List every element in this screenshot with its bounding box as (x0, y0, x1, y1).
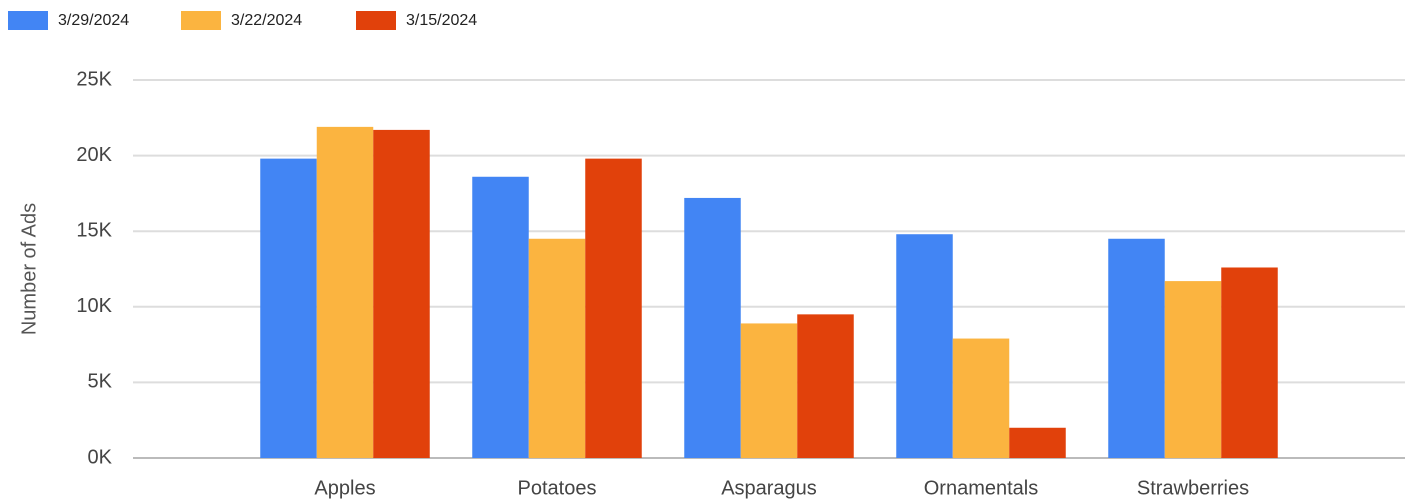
y-tick-label: 20K (76, 144, 112, 166)
bar (797, 314, 854, 458)
bar (528, 238, 586, 458)
bar (1221, 267, 1278, 458)
bar (952, 338, 1010, 458)
bar (896, 234, 953, 458)
legend-label: 3/22/2024 (231, 12, 302, 29)
y-tick-label: 5K (88, 371, 113, 393)
x-tick-label: Potatoes (518, 477, 597, 499)
bar (316, 126, 374, 458)
x-tick-label: Asparagus (721, 477, 817, 499)
y-tick-label: 15K (76, 219, 112, 241)
bar (1108, 238, 1165, 458)
legend-swatch (356, 11, 396, 30)
bar (684, 197, 741, 458)
bar (1164, 281, 1222, 458)
y-tick-label: 10K (76, 295, 112, 317)
legend-label: 3/29/2024 (58, 12, 129, 29)
bar (1009, 427, 1066, 458)
y-tick-label: 0K (88, 446, 113, 468)
legend-label: 3/15/2024 (406, 12, 477, 29)
bar (472, 176, 529, 458)
bar (585, 158, 642, 458)
bar (740, 323, 798, 458)
y-axis-title: Number of Ads (18, 203, 40, 335)
x-tick-label: Ornamentals (924, 477, 1039, 499)
legend-swatch (8, 11, 48, 30)
y-tick-label: 25K (76, 68, 112, 90)
x-tick-label: Apples (314, 477, 375, 499)
bar (373, 129, 430, 458)
legend-swatch (181, 11, 221, 30)
bar (260, 158, 317, 458)
x-tick-label: Strawberries (1137, 477, 1249, 499)
